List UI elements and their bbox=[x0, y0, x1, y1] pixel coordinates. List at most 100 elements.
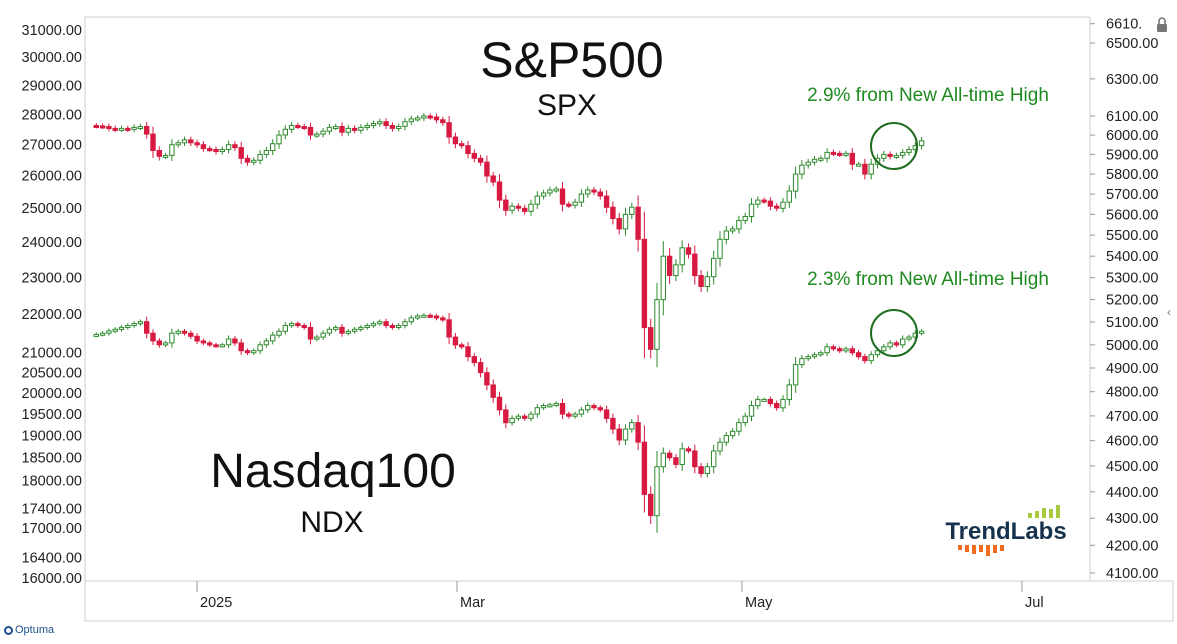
spx-candle bbox=[585, 189, 591, 195]
ndx-candle bbox=[213, 344, 219, 348]
ndx-candle bbox=[112, 328, 118, 332]
spx-candle bbox=[219, 149, 226, 152]
ndx-candle bbox=[144, 321, 150, 334]
spx-candle bbox=[257, 153, 263, 161]
spx-candle bbox=[125, 127, 131, 131]
spx-candle bbox=[477, 157, 484, 163]
spx-candle bbox=[906, 149, 912, 153]
spx-candle bbox=[112, 127, 118, 131]
spx-candle bbox=[553, 188, 559, 192]
ndx-candle bbox=[459, 344, 465, 348]
ndx-candle bbox=[528, 413, 534, 419]
right-tick-label: 4300.00 bbox=[1106, 511, 1158, 527]
spx-candle bbox=[805, 161, 811, 166]
ndx-candle bbox=[320, 332, 326, 338]
spx-candle bbox=[106, 126, 112, 129]
ndx-candle bbox=[446, 319, 452, 338]
right-tick-label: 5600.00 bbox=[1106, 207, 1158, 223]
ndx-candle bbox=[181, 330, 188, 334]
ndx-candle bbox=[477, 362, 484, 374]
x-axis: 2025 Mar May Jul bbox=[196, 581, 1044, 611]
ndx-candle bbox=[257, 344, 263, 352]
spx-candle bbox=[345, 127, 352, 133]
spx-candle bbox=[767, 200, 774, 207]
spx-candle bbox=[452, 136, 459, 145]
spx-candle bbox=[421, 115, 427, 119]
spx-candle bbox=[673, 264, 679, 277]
ndx-candle bbox=[572, 413, 578, 417]
spx-candle bbox=[528, 203, 534, 212]
spx-candle bbox=[811, 158, 818, 163]
left-tick-label: 18000.00 bbox=[22, 473, 82, 489]
left-tick-label: 28000.00 bbox=[22, 107, 82, 123]
ndx-candle bbox=[263, 340, 270, 346]
spx-candle bbox=[900, 151, 906, 156]
spx-candle bbox=[837, 152, 843, 156]
lock-icon[interactable] bbox=[1157, 17, 1167, 32]
right-tick-label: 4100.00 bbox=[1106, 566, 1158, 582]
ndx-candle bbox=[427, 314, 433, 318]
spx-candle bbox=[597, 191, 603, 197]
spx-highlight-circle bbox=[870, 122, 918, 170]
ndx-candle bbox=[900, 338, 906, 346]
ndx-candle bbox=[849, 348, 855, 354]
x-tick-label: Jul bbox=[1025, 595, 1044, 611]
left-tick-label: 23000.00 bbox=[22, 270, 82, 286]
left-tick-label: 20000.00 bbox=[22, 386, 82, 402]
ndx-candle bbox=[603, 409, 610, 419]
ndx-candle bbox=[150, 332, 156, 342]
right-tick-label: 5200.00 bbox=[1106, 293, 1158, 309]
spx-candle bbox=[263, 150, 270, 155]
ndx-candle bbox=[137, 321, 144, 325]
right-tick-label: 5500.00 bbox=[1106, 228, 1158, 244]
ndx-candle bbox=[887, 342, 893, 348]
trendlabs-logo: TrendLabs bbox=[945, 505, 1067, 556]
logo-wordmark: TrendLabs bbox=[945, 518, 1066, 545]
right-tick-label: 4900.00 bbox=[1106, 361, 1158, 377]
left-tick-label: 20500.00 bbox=[22, 366, 82, 382]
logo-orange-bars bbox=[958, 545, 1004, 556]
spx-candle bbox=[818, 157, 824, 161]
spx-candle bbox=[471, 152, 478, 159]
ndx-candle bbox=[540, 405, 547, 409]
right-tick-label: 5800.00 bbox=[1106, 167, 1158, 183]
ndx-candle bbox=[282, 325, 289, 332]
ndx-candle bbox=[553, 403, 559, 406]
ndx-candle bbox=[339, 326, 345, 334]
scroll-arrow-icon[interactable]: ‹ bbox=[1167, 305, 1171, 319]
spx-candle bbox=[295, 125, 301, 128]
ndx-candle bbox=[893, 342, 900, 346]
spx-candle bbox=[692, 253, 698, 277]
ndx-candle bbox=[585, 405, 591, 411]
left-tick-label: 29000.00 bbox=[22, 78, 82, 94]
ndx-candle bbox=[610, 417, 616, 430]
ndx-candle bbox=[162, 342, 169, 346]
ndx-candle bbox=[503, 409, 509, 424]
spx-candle bbox=[559, 188, 566, 205]
right-tick-label: 4600.00 bbox=[1106, 434, 1158, 450]
right-tick-label: 5100.00 bbox=[1106, 315, 1158, 331]
ndx-candle bbox=[761, 398, 767, 402]
spx-candle bbox=[396, 126, 402, 129]
ndx-candle bbox=[622, 428, 629, 441]
ndx-candle bbox=[648, 493, 654, 517]
spx-candle bbox=[251, 159, 257, 163]
ndx-candle bbox=[666, 452, 673, 459]
spx-candle bbox=[207, 148, 213, 152]
ndx-candle bbox=[660, 452, 666, 468]
spx-candle bbox=[93, 125, 99, 128]
spx-candle bbox=[232, 144, 238, 149]
spx-candle bbox=[717, 238, 723, 259]
spx-candle bbox=[188, 139, 194, 144]
spx-candle bbox=[351, 127, 358, 131]
spx-candle bbox=[755, 199, 761, 205]
right-tick-label: 6000.00 bbox=[1106, 128, 1158, 144]
spx-candles bbox=[93, 113, 925, 368]
spx-candle bbox=[131, 126, 137, 130]
right-tick-label: 6100.00 bbox=[1106, 109, 1158, 125]
date-axis-border bbox=[84, 580, 1174, 622]
spx-candle bbox=[150, 133, 156, 152]
left-tick-label: 17400.00 bbox=[22, 502, 82, 518]
right-tick-label: 6500.00 bbox=[1106, 36, 1158, 52]
left-tick-label: 22000.00 bbox=[22, 307, 82, 323]
